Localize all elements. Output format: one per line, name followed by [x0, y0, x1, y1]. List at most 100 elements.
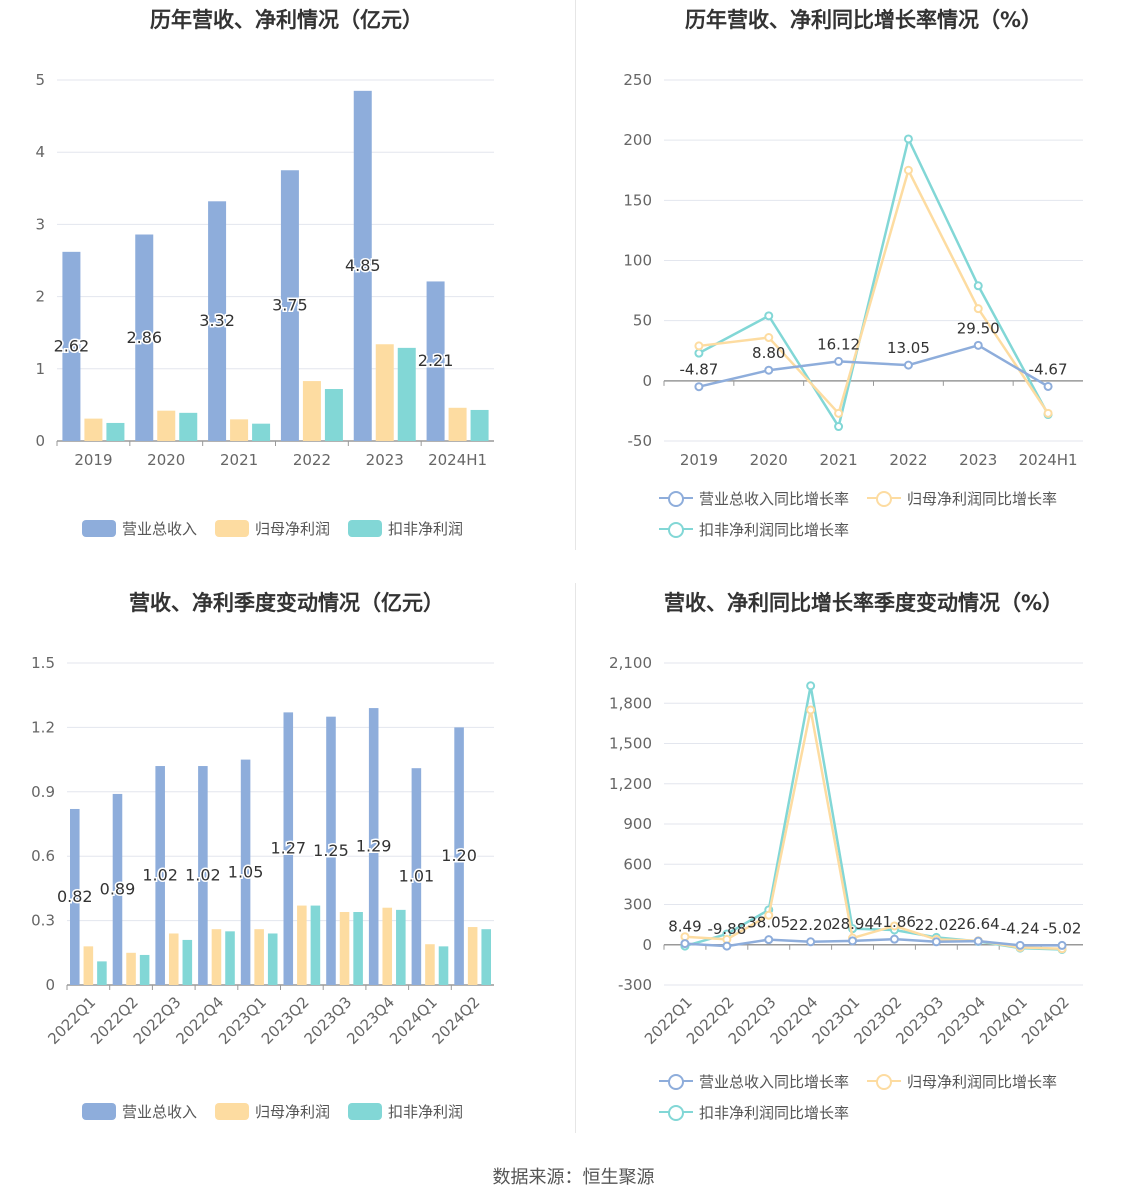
bar: [396, 909, 406, 985]
bar: [310, 905, 321, 985]
data-label: 3.75: [272, 296, 308, 315]
bar: [297, 905, 307, 985]
data-point: [834, 408, 844, 418]
data-point: [931, 937, 941, 947]
data-label: 2.86: [126, 328, 162, 347]
bar: [397, 347, 416, 441]
data-point: [764, 910, 774, 920]
legend-item[interactable]: 扣非净利润同比增长率: [659, 1097, 849, 1128]
data-label: 1.25: [313, 841, 349, 860]
data-label: 38.05: [747, 914, 790, 932]
legend-item[interactable]: 营业总收入: [82, 1096, 197, 1127]
y-tick-label: 0: [642, 936, 652, 954]
data-label: 22.20: [789, 916, 832, 934]
quarterly-growth-legend[interactable]: 营业总收入同比增长率 归母净利润同比增长率 扣非净利润同比增长率: [659, 1066, 1129, 1128]
legend-label: 营业总收入同比增长率: [699, 490, 850, 508]
annual-amount-legend[interactable]: 营业总收入 归母净利润 扣非净利润: [82, 513, 552, 544]
data-label: 2.21: [418, 351, 454, 370]
data-point: [764, 311, 774, 321]
data-label: -5.02: [1043, 919, 1082, 937]
x-tick-label: 2022: [293, 451, 331, 469]
y-tick-label: 3: [35, 215, 45, 233]
legend-bar-swatch: [348, 1103, 383, 1120]
bar: [106, 422, 125, 441]
legend-item[interactable]: 归母净利润同比增长率: [867, 1066, 1057, 1097]
data-point: [903, 360, 913, 370]
data-label: 28.94: [831, 915, 874, 933]
bar: [481, 929, 491, 985]
y-tick-label: 0.6: [31, 847, 55, 865]
bar: [252, 423, 271, 441]
panel-divider-bottom: [575, 583, 576, 1133]
x-tick-label: 2024Q2: [429, 993, 484, 1048]
data-label: 3.32: [199, 311, 235, 330]
annual-growth-legend[interactable]: 营业总收入同比增长率 归母净利润同比增长率扣非净利润同比增长率: [659, 483, 1129, 545]
legend-item[interactable]: 扣非净利润同比增长率: [659, 514, 849, 545]
legend-label: 营业总收入: [122, 520, 198, 538]
bar: [84, 418, 103, 441]
data-label: -4.87: [680, 361, 719, 379]
y-tick-label: 150: [623, 191, 652, 209]
annual-amount-panel: 历年营收、净利情况（亿元） 0 1 2 3 4 5 2019 2020 2021 2022 2023…: [0, 0, 573, 570]
data-label: 1.01: [399, 867, 435, 886]
legend-line-swatch: [867, 1073, 902, 1090]
bar: [368, 708, 379, 985]
x-tick-label: 2024H1: [428, 451, 487, 469]
bar: [283, 712, 294, 985]
data-point: [973, 304, 983, 314]
y-tick-label: 2: [35, 288, 45, 306]
y-tick-label: 100: [623, 252, 652, 270]
y-tick-label: 4: [35, 143, 45, 161]
series-line: [684, 685, 1063, 951]
annual-growth-chart: -50 0 50 100 150 200 250 2019 2020 2021 2022 2023 20…: [623, 71, 1083, 469]
panel-divider-top: [575, 0, 576, 550]
legend-item[interactable]: 归母净利润: [215, 513, 330, 544]
data-point: [1015, 940, 1025, 950]
x-tick-label: 2021: [220, 451, 258, 469]
y-tick-label: -50: [628, 432, 653, 450]
bar: [454, 727, 464, 985]
data-point: [1043, 381, 1053, 391]
legend-item[interactable]: 营业总收入同比增长率: [659, 1066, 849, 1097]
data-label: 0.82: [57, 887, 93, 906]
bar: [62, 251, 81, 441]
data-label: 41.86: [873, 913, 916, 931]
data-point: [903, 165, 913, 175]
data-label: 8.80: [752, 344, 785, 362]
bar: [353, 912, 363, 985]
x-tick-label: 2023: [366, 451, 404, 469]
x-tick-label: 2022: [889, 451, 927, 469]
x-tick-label: 2023: [959, 451, 997, 469]
legend-item[interactable]: 扣非净利润: [348, 1096, 463, 1127]
legend-item[interactable]: 扣非净利润: [348, 513, 463, 544]
legend-item[interactable]: 营业总收入: [82, 513, 197, 544]
data-point: [1043, 408, 1053, 418]
y-tick-label: 1,800: [609, 694, 652, 712]
legend-bar-swatch: [82, 520, 116, 537]
legend-label: 营业总收入同比增长率: [699, 1073, 850, 1091]
series-line: [698, 135, 1050, 430]
bar: [353, 90, 372, 441]
x-tick-label: 2020: [147, 451, 185, 469]
legend-line-swatch: [659, 521, 693, 538]
quarterly-growth-chart: -30003006009001,2001,5001,8002,1002022Q1…: [609, 654, 1083, 1048]
data-label: 26.64: [957, 915, 1000, 933]
legend-label: 归母净利润同比增长率: [907, 490, 1058, 508]
quarterly-amount-legend[interactable]: 营业总收入 归母净利润 扣非净利润: [82, 1096, 552, 1127]
series-line: [684, 937, 1063, 948]
data-label: 16.12: [817, 335, 860, 353]
legend-label: 扣非净利润同比增长率: [699, 521, 850, 539]
data-point: [722, 941, 732, 951]
x-tick-label: 2019: [680, 451, 718, 469]
legend-line-swatch: [659, 1073, 693, 1090]
bar: [112, 793, 123, 985]
legend-item[interactable]: 归母净利润: [215, 1096, 330, 1127]
legend-item[interactable]: 归母净利润同比增长率: [867, 483, 1057, 514]
legend-line-swatch: [659, 490, 693, 507]
chart-title: 历年营收、净利情况（亿元）: [150, 8, 423, 32]
legend-label: 扣非净利润: [388, 520, 464, 538]
data-label: 0.89: [100, 879, 136, 898]
y-tick-label: 0.3: [31, 912, 55, 930]
y-tick-label: 250: [623, 71, 652, 89]
legend-item[interactable]: 营业总收入同比增长率: [659, 483, 849, 514]
